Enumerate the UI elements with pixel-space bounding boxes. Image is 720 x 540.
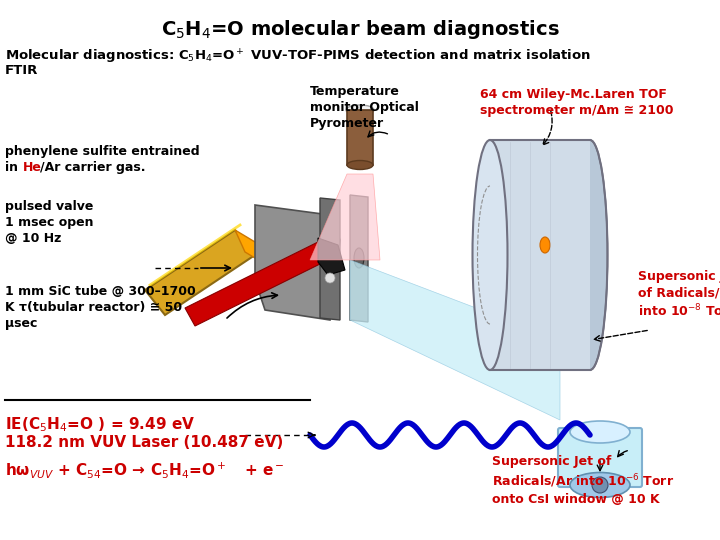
Ellipse shape bbox=[572, 140, 608, 370]
Text: in: in bbox=[5, 161, 22, 174]
Text: Molecular diagnostics: C$_5$H$_4$=O$^+$ VUV-TOF-PIMS detection and matrix isolat: Molecular diagnostics: C$_5$H$_4$=O$^+$ … bbox=[5, 48, 591, 66]
Polygon shape bbox=[350, 260, 560, 420]
Ellipse shape bbox=[472, 140, 508, 370]
Text: 64 cm Wiley-Mc.Laren TOF
spectrometer m/Δm ≅ 2100: 64 cm Wiley-Mc.Laren TOF spectrometer m/… bbox=[480, 88, 673, 117]
Text: μsec: μsec bbox=[5, 317, 37, 330]
Polygon shape bbox=[310, 174, 380, 260]
Text: FTIR: FTIR bbox=[5, 64, 38, 77]
Text: Temperature
monitor Optical
Pyrometer: Temperature monitor Optical Pyrometer bbox=[310, 85, 419, 130]
Ellipse shape bbox=[324, 247, 336, 269]
Text: phenylene sulfite entrained: phenylene sulfite entrained bbox=[5, 145, 199, 158]
Text: Supersonic Jet of
Radicals/Ar into 10$^{-6}$ Torr
onto CsI window @ 10 K: Supersonic Jet of Radicals/Ar into 10$^{… bbox=[492, 455, 674, 505]
Text: @ 10 Hz: @ 10 Hz bbox=[5, 232, 61, 245]
Text: 1 msec open: 1 msec open bbox=[5, 216, 94, 229]
Polygon shape bbox=[318, 238, 345, 275]
Text: IE(C$_5$H$_4$=O ) = 9.49 eV: IE(C$_5$H$_4$=O ) = 9.49 eV bbox=[5, 415, 195, 434]
FancyBboxPatch shape bbox=[558, 428, 642, 487]
Ellipse shape bbox=[570, 472, 630, 497]
Text: /Ar carrier gas.: /Ar carrier gas. bbox=[40, 161, 145, 174]
Polygon shape bbox=[145, 230, 255, 315]
Ellipse shape bbox=[570, 421, 630, 443]
Text: He: He bbox=[23, 161, 42, 174]
Text: pulsed valve: pulsed valve bbox=[5, 200, 94, 213]
Text: 118.2 nm VUV Laser (10.487 eV): 118.2 nm VUV Laser (10.487 eV) bbox=[5, 435, 283, 450]
Text: Supersonic Jet
of Radicals/He
into 10$^{-8}$ Torr: Supersonic Jet of Radicals/He into 10$^{… bbox=[638, 270, 720, 320]
Bar bbox=[347, 110, 373, 165]
Text: C$_5$H$_4$=O molecular beam diagnostics: C$_5$H$_4$=O molecular beam diagnostics bbox=[161, 18, 559, 41]
Circle shape bbox=[592, 477, 608, 493]
Text: hω$_{VUV}$ + C$_{54}$=O → C$_5$H$_4$=O$^+$   + e$^-$: hω$_{VUV}$ + C$_{54}$=O → C$_5$H$_4$=O$^… bbox=[5, 460, 284, 480]
Ellipse shape bbox=[354, 248, 364, 268]
Bar bbox=[490, 140, 590, 370]
Polygon shape bbox=[320, 198, 340, 320]
Ellipse shape bbox=[540, 237, 550, 253]
Polygon shape bbox=[235, 230, 275, 270]
Circle shape bbox=[325, 273, 335, 283]
Ellipse shape bbox=[346, 105, 374, 115]
Polygon shape bbox=[350, 195, 368, 322]
Polygon shape bbox=[255, 205, 340, 320]
Ellipse shape bbox=[347, 160, 373, 170]
Text: K τ(tubular reactor) ≅ 50: K τ(tubular reactor) ≅ 50 bbox=[5, 301, 182, 314]
Text: 1 mm SiC tube @ 300–1700: 1 mm SiC tube @ 300–1700 bbox=[5, 285, 196, 298]
Polygon shape bbox=[185, 242, 328, 326]
